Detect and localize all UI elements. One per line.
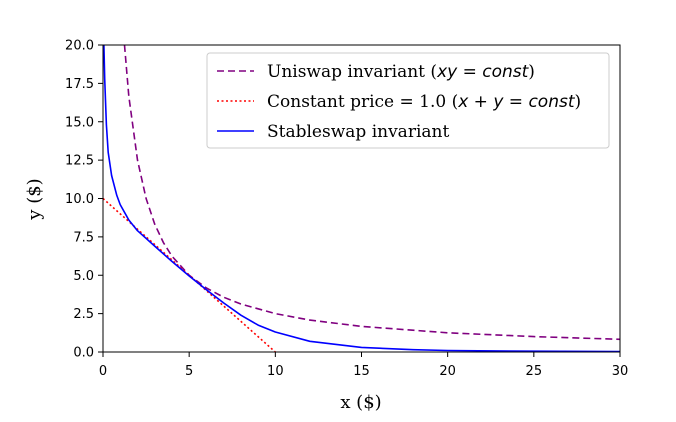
plot-area	[103, 45, 620, 352]
legend-label-2: Stableswap invariant	[267, 122, 449, 142]
legend-box	[206, 52, 610, 149]
y-tick-label: 20.0	[65, 39, 94, 54]
legend-label-0: Uniswap invariant (xy = const)	[267, 62, 535, 82]
y-tick-label: 5.0	[73, 269, 94, 284]
legend-label-1: Constant price = 1.0 (x + y = const)	[267, 92, 581, 112]
x-tick-label: 15	[353, 364, 370, 379]
x-tick-label: 30	[612, 364, 629, 379]
legend: Uniswap invariant (xy = const) Constant p…	[206, 52, 610, 149]
x-axis-label: x ($)	[340, 392, 381, 413]
x-tick-label: 0	[99, 364, 107, 379]
y-axis-label: y ($)	[24, 178, 45, 220]
x-tick-label: 10	[267, 364, 284, 379]
y-tick-label: 10.0	[65, 192, 94, 207]
y-tick-label: 0.0	[73, 346, 94, 361]
series-line-0	[123, 45, 620, 341]
y-tick-label: 2.5	[73, 307, 94, 322]
series-line-2	[103, 45, 620, 352]
x-tick-label: 20	[439, 364, 456, 379]
axes: 0 5 10 15 20 25 30 0.0 2.5 5.0 7.5 10.0 12.5 15.0 17.5…	[65, 39, 628, 380]
x-tick-label: 25	[526, 364, 543, 379]
y-tick-label: 17.5	[65, 77, 94, 92]
y-tick-label: 15.0	[65, 115, 94, 130]
x-tick-label: 5	[185, 364, 193, 379]
y-tick-label: 7.5	[73, 230, 94, 245]
y-tick-label: 12.5	[65, 154, 94, 169]
